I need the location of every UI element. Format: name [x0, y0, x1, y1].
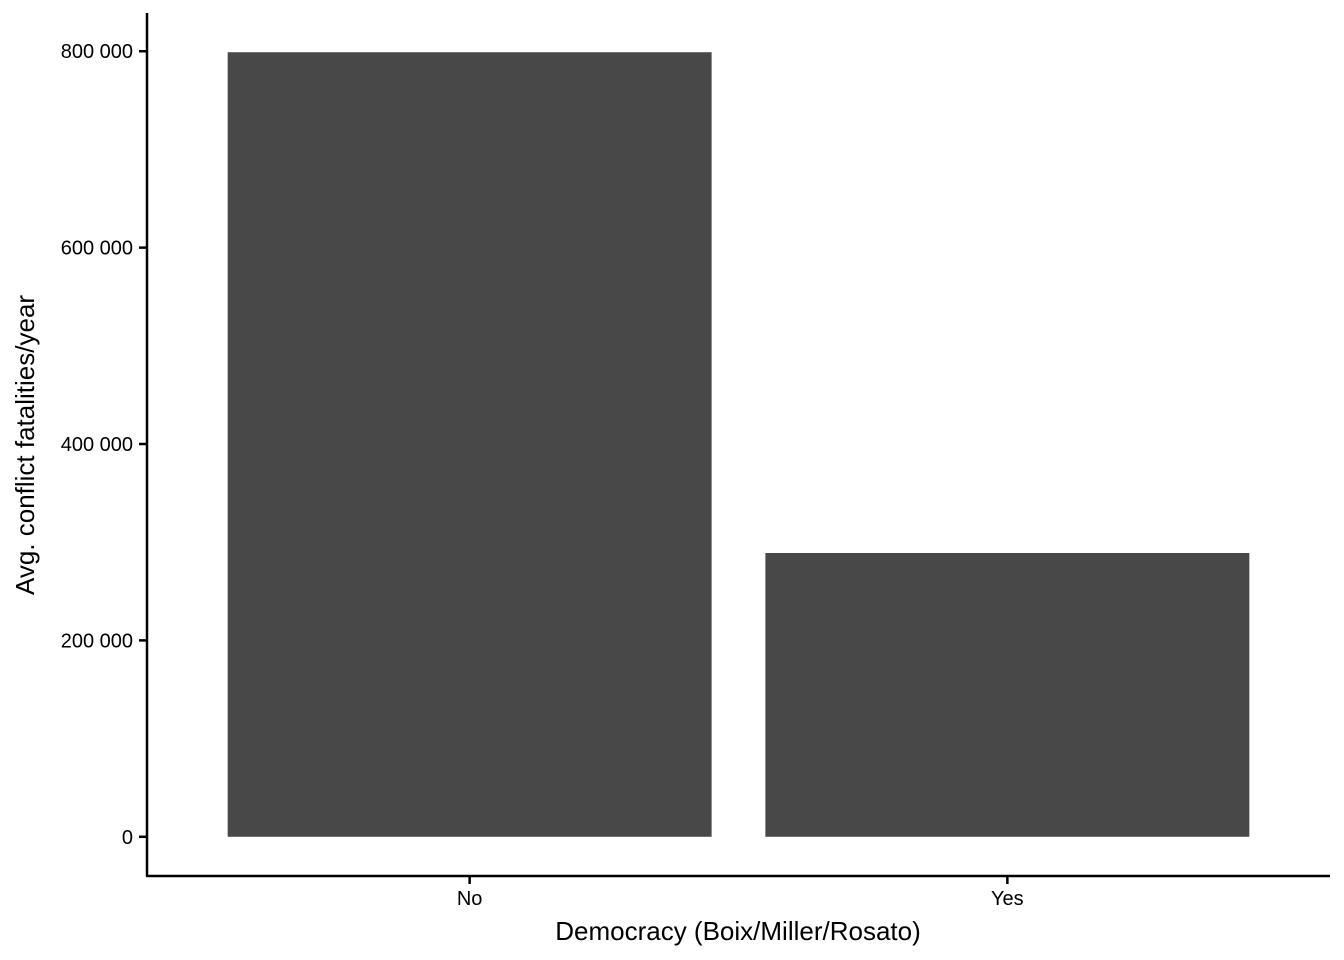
- y-tick-label: 0: [122, 827, 133, 849]
- y-tick-label: 400 000: [61, 434, 133, 456]
- x-tick-label-yes: Yes: [991, 888, 1024, 910]
- y-tick-label: 200 000: [61, 630, 133, 652]
- y-axis-title: Avg. conflict fatalities/year: [10, 295, 40, 595]
- x-axis-ticks: No Yes: [457, 876, 1024, 910]
- x-tick-label-no: No: [457, 888, 483, 910]
- bars-group: [228, 52, 1250, 837]
- y-axis-ticks: 0 200 000 400 000 600 000 800 000: [61, 41, 147, 849]
- bar-no: [228, 52, 712, 837]
- bar-yes: [765, 553, 1249, 837]
- x-axis-title: Democracy (Boix/Miller/Rosato): [555, 916, 921, 946]
- y-tick-label: 800 000: [61, 41, 133, 63]
- y-tick-label: 600 000: [61, 238, 133, 260]
